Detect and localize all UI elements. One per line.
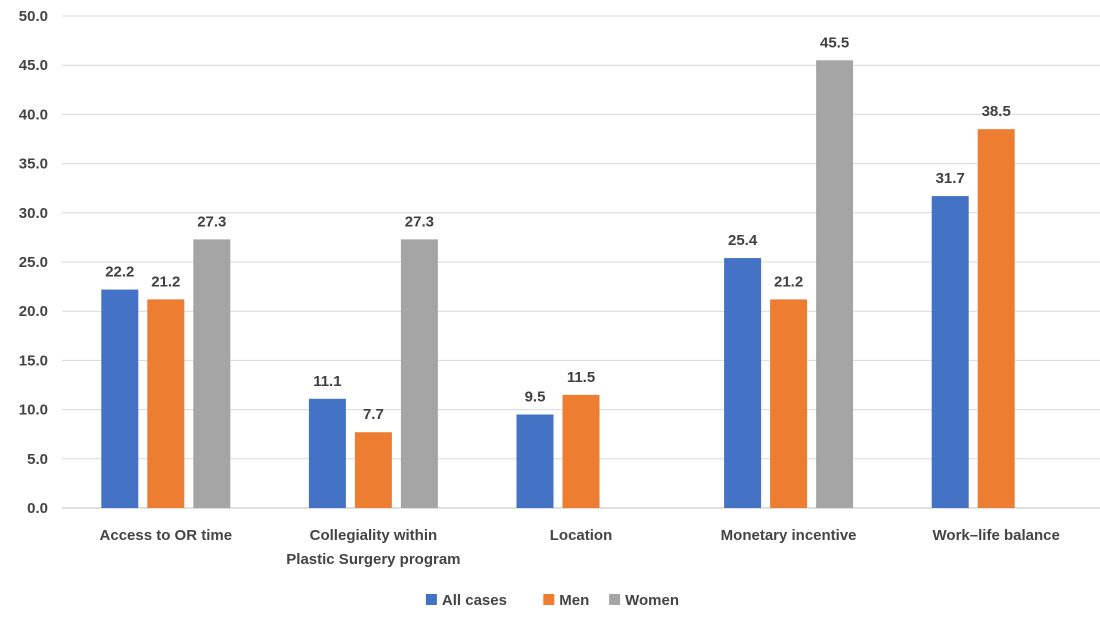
bar-men — [147, 299, 185, 508]
legend-swatch — [425, 594, 437, 605]
bar-men — [354, 432, 392, 508]
x-category-label: Monetary incentive — [721, 527, 857, 544]
bar-men — [562, 394, 600, 508]
y-tick-label: 15.0 — [19, 352, 48, 369]
x-category-label: Location — [550, 527, 613, 544]
bars — [101, 60, 1015, 509]
y-tick-label: 20.0 — [19, 303, 48, 320]
data-label: 21.2 — [151, 273, 180, 290]
legend-label: Men — [559, 592, 589, 609]
data-label: 22.2 — [105, 264, 134, 281]
legend-label: All cases — [442, 592, 507, 609]
data-label: 21.2 — [774, 273, 803, 290]
y-tick-label: 45.0 — [19, 57, 48, 74]
data-label: 7.7 — [363, 406, 384, 423]
legend-swatch — [609, 594, 621, 605]
data-label: 11.1 — [313, 373, 341, 390]
bar-all-cases — [516, 414, 554, 508]
legend: All cases Men Women — [425, 592, 679, 609]
y-tick-label: 50.0 — [19, 8, 48, 25]
y-tick-label: 35.0 — [19, 156, 48, 173]
y-tick-label: 10.0 — [19, 402, 48, 419]
bar-men — [770, 299, 808, 508]
data-labels: 22.2 21.2 27.3 11.1 7.7 27.3 9.5 11.5 25.4 21.2 45… — [105, 34, 1011, 423]
y-tick-label: 5.0 — [27, 451, 48, 468]
y-tick-label: 25.0 — [19, 254, 48, 271]
x-category-label: Collegiality within — [310, 527, 438, 544]
data-label: 9.5 — [525, 389, 546, 406]
legend-label: Women — [625, 592, 679, 609]
bar-women — [816, 60, 854, 508]
data-label: 11.5 — [567, 369, 595, 386]
bar-men — [977, 129, 1015, 508]
data-label: 31.7 — [936, 170, 965, 187]
x-category-label: Plastic Surgery program — [286, 551, 460, 568]
x-axis-categories: Access to OR time Collegiality within Plas… — [100, 527, 1060, 568]
bar-women — [400, 239, 438, 509]
y-axis-ticks: 0.0 5.0 10.0 15.0 20.0 25.0 30.0 35.0 40.0 45.0 50… — [19, 8, 48, 517]
data-label: 38.5 — [982, 103, 1011, 120]
gridlines — [62, 15, 1100, 509]
y-tick-label: 40.0 — [19, 106, 48, 123]
data-label: 25.4 — [728, 232, 758, 249]
bar-all-cases — [724, 258, 762, 508]
bar-women — [193, 239, 231, 509]
data-label: 27.3 — [197, 213, 226, 230]
bar-all-cases — [101, 289, 139, 508]
bar-all-cases — [308, 398, 346, 508]
y-tick-label: 0.0 — [27, 500, 48, 517]
bar-all-cases — [931, 196, 969, 508]
x-category-label: Access to OR time — [100, 527, 233, 544]
data-label: 27.3 — [405, 213, 434, 230]
data-label: 45.5 — [820, 34, 849, 51]
legend-swatch — [543, 594, 555, 605]
y-tick-label: 30.0 — [19, 205, 48, 222]
x-category-label: Work–life balance — [933, 527, 1060, 544]
